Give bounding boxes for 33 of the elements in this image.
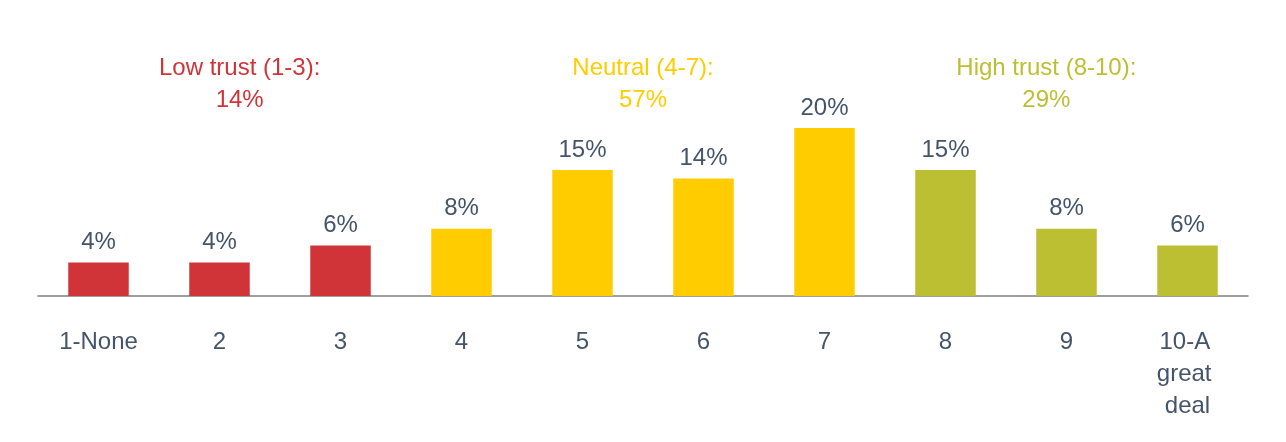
x-tick-label: 7 bbox=[817, 326, 832, 354]
text: Neutral (4-7): 57% bbox=[572, 52, 714, 112]
bar bbox=[915, 170, 976, 296]
x-tick-label: 1-None bbox=[59, 326, 138, 354]
bar bbox=[1036, 228, 1097, 296]
x-tick-label: 10-A great deal bbox=[1156, 326, 1219, 418]
data-label: 15% bbox=[558, 134, 607, 162]
bar bbox=[68, 262, 129, 296]
data-label: 4% bbox=[81, 226, 116, 254]
x-tick-label: 8 bbox=[938, 326, 953, 354]
bar bbox=[431, 228, 492, 296]
x-tick-label: 3 bbox=[333, 326, 348, 354]
data-label: 14% bbox=[679, 142, 728, 170]
text: High trust (8-10): 29% bbox=[956, 52, 1137, 112]
x-tick-label: 4 bbox=[454, 326, 469, 354]
bar bbox=[673, 178, 734, 296]
x-tick-label: 5 bbox=[575, 326, 590, 354]
data-label: 6% bbox=[323, 210, 358, 238]
data-label: 20% bbox=[800, 92, 849, 120]
x-tick-label: 6 bbox=[696, 326, 711, 354]
data-label: 8% bbox=[444, 193, 479, 221]
data-label: 15% bbox=[921, 134, 970, 162]
bar bbox=[794, 128, 855, 296]
data-label: 8% bbox=[1049, 193, 1084, 221]
text: Low trust (1-3): 14% bbox=[158, 52, 321, 112]
bar bbox=[1157, 245, 1218, 296]
data-label: 6% bbox=[1170, 210, 1205, 238]
bar bbox=[310, 245, 371, 296]
x-tick-label: 2 bbox=[212, 326, 227, 354]
data-label: 4% bbox=[202, 226, 237, 254]
bar bbox=[552, 170, 613, 296]
bar bbox=[189, 262, 250, 296]
x-tick-label: 9 bbox=[1059, 326, 1074, 354]
